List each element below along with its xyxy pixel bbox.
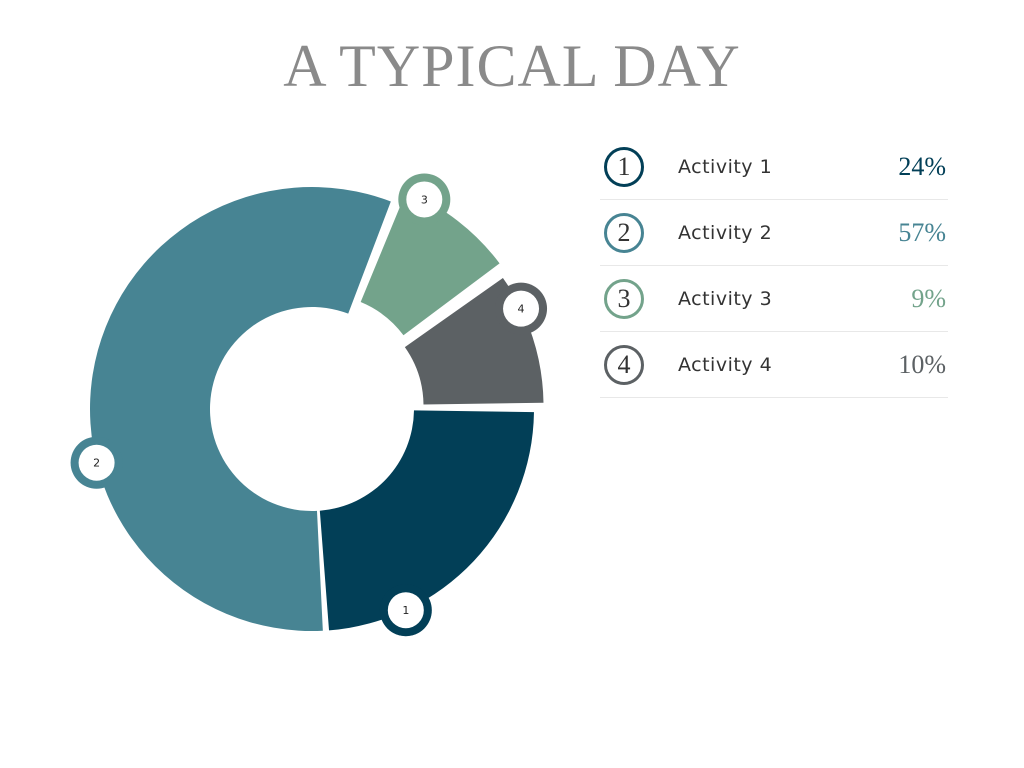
slice-markers: 1 2 3 4 <box>70 173 548 637</box>
legend-number-badge: 2 <box>604 213 644 253</box>
slice-marker-center-3 <box>406 181 443 218</box>
legend-row-3: 3 Activity 3 9% <box>600 266 948 332</box>
slice-marker-center-4 <box>503 290 540 327</box>
legend-value: 9% <box>911 284 946 313</box>
legend-number-badge: 1 <box>604 147 644 187</box>
legend-row-1: 1 Activity 1 24% <box>600 134 948 200</box>
slice-marker-center-2 <box>78 444 115 481</box>
donut-slice-2 <box>90 187 391 632</box>
legend-number-badge: 4 <box>604 345 644 385</box>
legend-row-2: 2 Activity 2 57% <box>600 200 948 266</box>
legend-number-badge: 3 <box>604 279 644 319</box>
legend-value: 10% <box>898 350 946 379</box>
page-title: A TYPICAL DAY <box>283 33 741 99</box>
chart-legend: 1 Activity 1 24% 2 Activity 2 57% 3 Activity 3 9… <box>600 134 948 398</box>
legend-row-4: 4 Activity 4 10% <box>600 332 948 398</box>
slice-marker-number-3: 3 <box>421 193 428 206</box>
slice-marker-number-1: 1 <box>402 604 409 617</box>
slice-marker-number-4: 4 <box>518 303 525 316</box>
donut-slices <box>90 187 544 632</box>
legend-label: Activity 3 <box>678 288 773 310</box>
donut-slice-3 <box>360 191 500 336</box>
legend-label: Activity 2 <box>678 222 773 244</box>
legend-label: Activity 4 <box>678 354 773 376</box>
legend-value: 57% <box>898 218 946 247</box>
slice-marker-center-1 <box>387 592 424 629</box>
slice-marker-number-2: 2 <box>93 457 100 470</box>
donut-slice-1 <box>319 410 534 631</box>
legend-label: Activity 1 <box>678 156 773 178</box>
legend-value: 24% <box>898 152 946 181</box>
